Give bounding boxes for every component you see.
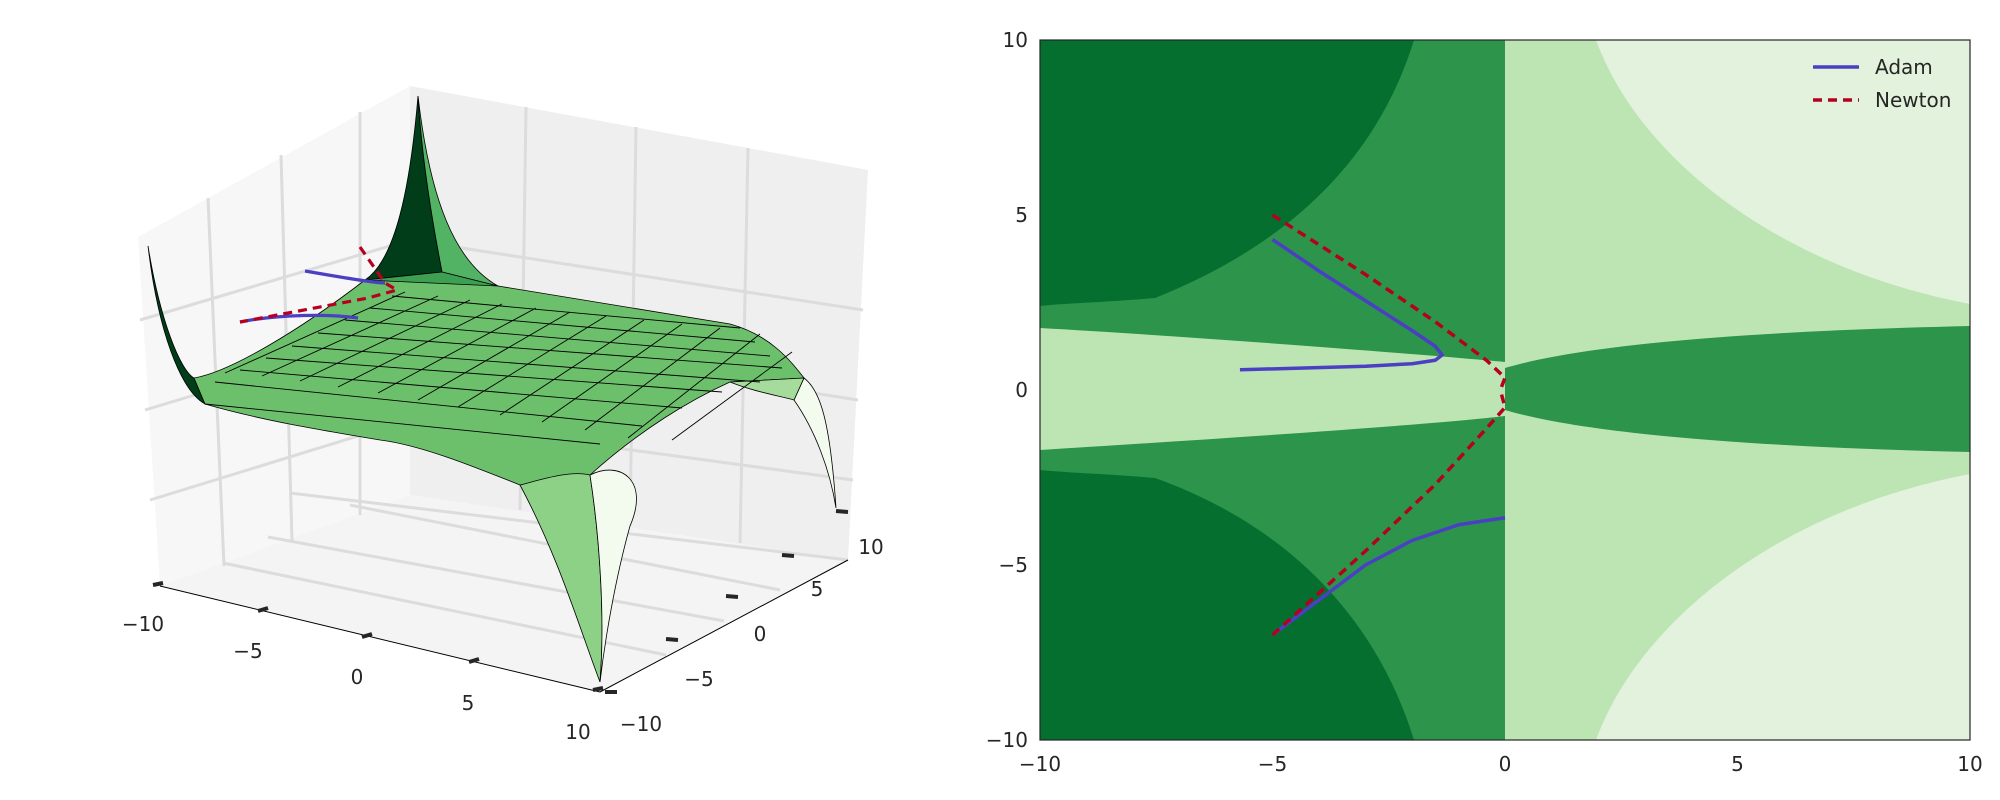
x-tick-label: 5 — [1731, 752, 1744, 776]
x-tick-labels-3d: −10 −5 0 5 10 — [122, 612, 591, 744]
surface-plot: −10 −5 0 5 10 −10 −5 0 5 10 — [122, 86, 884, 744]
x-tick-label: 10 — [1957, 752, 1982, 776]
axis-3d-ticks — [152, 509, 849, 694]
y-tick-labels-3d: −10 −5 0 5 10 — [620, 535, 884, 736]
x-tick-3d: −5 — [233, 639, 262, 663]
trajectory-layer — [1239, 213, 1507, 637]
floor-pane — [160, 495, 848, 692]
x-tick-label: 0 — [1499, 752, 1512, 776]
y-tick-3d: 0 — [754, 622, 767, 646]
left-pane — [138, 86, 410, 586]
legend: Adam Newton — [1813, 55, 1951, 112]
y-tick-3d: 10 — [858, 535, 883, 559]
contour-band — [1040, 40, 1414, 306]
surface-spike-right — [793, 377, 837, 509]
x-tick-label: −5 — [1258, 752, 1287, 776]
adam-trajectory — [1239, 238, 1444, 372]
y-tick-label: 5 — [1015, 203, 1028, 227]
adam-path-3d — [239, 269, 386, 324]
axis-3d-lines — [159, 559, 849, 693]
y-tick-labels: −10 −5 0 5 10 — [986, 28, 1028, 752]
legend-newton-label: Newton — [1875, 88, 1951, 112]
surface-wireframe — [204, 291, 793, 445]
y-tick-label: −10 — [986, 728, 1028, 752]
y-tick-label: −5 — [999, 553, 1028, 577]
y-tick-3d: −5 — [684, 667, 713, 691]
y-tick-3d: 5 — [811, 577, 824, 601]
legend-adam-label: Adam — [1875, 55, 1933, 79]
plot-frame — [1039, 39, 1971, 741]
x-tick-3d: 10 — [565, 720, 590, 744]
y-tick-3d: −10 — [620, 712, 662, 736]
x-tick-label: −10 — [1019, 752, 1061, 776]
adam-trajectory — [1271, 516, 1506, 637]
contour-band — [1596, 40, 1970, 304]
x-tick-3d: 0 — [351, 665, 364, 689]
contour-plot: −10 −5 0 5 10 −10 −5 0 5 10 Adam Newton — [986, 28, 1983, 776]
surface-spike-front-right — [589, 469, 637, 683]
contour-band — [1505, 326, 1970, 452]
y-tick-label: 10 — [1003, 28, 1028, 52]
x-tick-labels: −10 −5 0 5 10 — [1019, 752, 1983, 776]
contour-band — [1040, 470, 1414, 740]
x-tick-3d: −10 — [122, 612, 164, 636]
newton-trajectory — [1271, 213, 1507, 391]
newton-trajectory — [1271, 389, 1507, 637]
y-tick-label: 0 — [1015, 378, 1028, 402]
x-tick-3d: 5 — [462, 691, 475, 715]
contour-band — [1596, 474, 1970, 740]
